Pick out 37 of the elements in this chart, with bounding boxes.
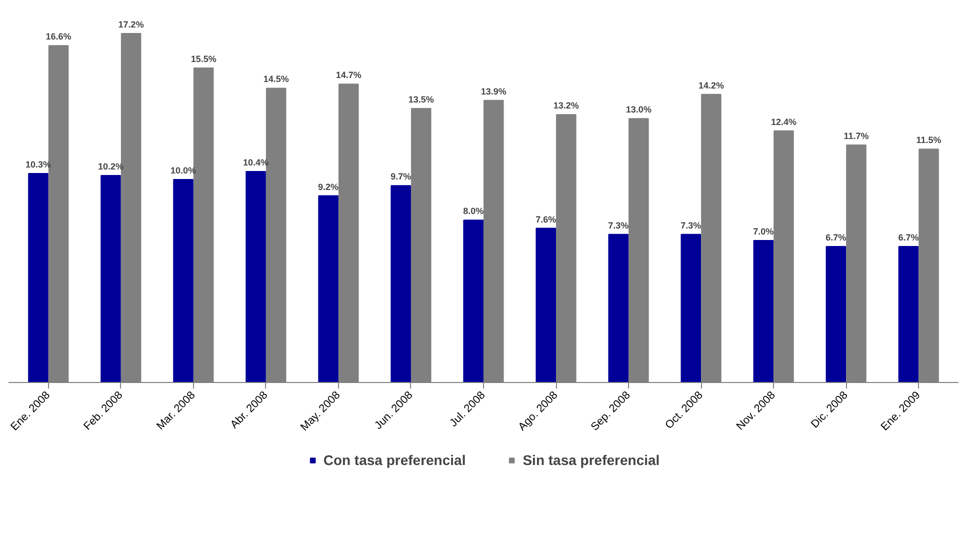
data-label: 11.7% [844, 131, 869, 142]
data-label: 8.0% [463, 206, 484, 216]
data-label: 14.5% [263, 74, 289, 84]
bar [173, 179, 194, 382]
data-label: 13.2% [553, 100, 579, 111]
data-label: 7.0% [753, 226, 774, 236]
bar [28, 172, 48, 382]
bar [898, 246, 919, 382]
bar [826, 246, 846, 382]
bar [390, 185, 411, 382]
data-label: 17.2% [118, 19, 144, 30]
bar [753, 240, 774, 382]
legend-label: Con tasa preferencial [323, 452, 466, 468]
data-label: 7.6% [536, 214, 556, 224]
data-label: 13.9% [480, 86, 506, 96]
data-label: 15.5% [190, 54, 216, 64]
bar [680, 234, 702, 382]
bar [318, 195, 338, 382]
data-label: 13.0% [626, 104, 652, 115]
bar [608, 234, 629, 382]
data-label: 14.2% [698, 80, 724, 90]
data-label: 9.2% [318, 182, 339, 192]
data-label: 14.7% [336, 70, 362, 80]
data-label: 16.6% [46, 32, 72, 42]
data-label: 6.7% [826, 232, 846, 243]
data-label: 7.3% [608, 220, 629, 230]
bar [536, 228, 556, 382]
data-label: 11.5% [916, 135, 942, 146]
legend-label: Sin tasa preferencial [522, 452, 660, 468]
data-label: 9.7% [390, 172, 412, 182]
data-label: 7.3% [680, 220, 702, 230]
data-label: 12.4% [770, 116, 796, 127]
data-label: 13.5% [408, 94, 434, 105]
bar [246, 170, 266, 382]
bar [100, 175, 121, 382]
bar [463, 220, 484, 382]
data-label: 6.7% [898, 232, 919, 243]
